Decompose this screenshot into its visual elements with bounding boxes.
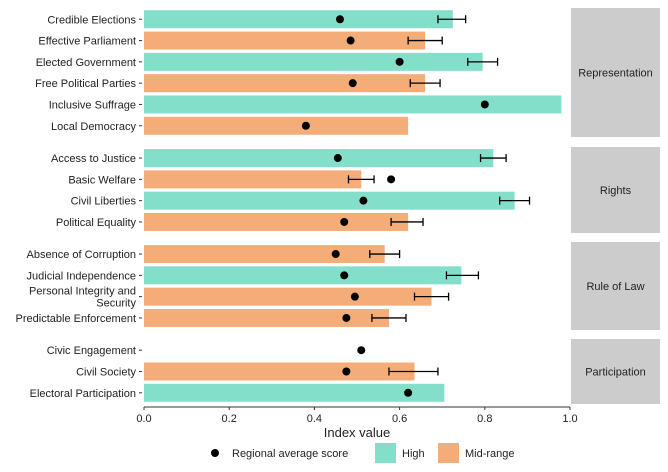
- panel-strip: [571, 147, 660, 233]
- category-label: Civic Engagement: [47, 345, 136, 357]
- regional-average-dot: [357, 346, 366, 355]
- legend-label: Mid-range: [465, 448, 515, 460]
- legend-dot: [211, 449, 219, 457]
- bar: [144, 31, 426, 50]
- bar: [144, 10, 453, 29]
- bar: [144, 308, 389, 327]
- regional-average-dot: [340, 271, 349, 280]
- bar: [144, 245, 385, 264]
- regional-average-dot: [301, 121, 310, 130]
- regional-average-dot: [346, 36, 355, 45]
- legend-label: High: [402, 448, 425, 460]
- category-label: Civil Society: [76, 367, 136, 379]
- regional-average-dot: [333, 154, 342, 163]
- panel-strip: [571, 242, 660, 330]
- category-label: Electoral Participation: [30, 388, 136, 400]
- category-label: Access to Justice: [51, 153, 136, 165]
- bar: [144, 287, 432, 306]
- category-label: Local Democracy: [51, 121, 136, 133]
- regional-average-dot: [350, 292, 359, 301]
- bar: [144, 170, 362, 189]
- regional-average-dot: [359, 196, 368, 205]
- legend-label: Regional average score: [232, 448, 348, 460]
- regional-average-dot: [348, 79, 357, 88]
- regional-average-dot: [395, 57, 404, 66]
- x-tick-label: 0.0: [136, 413, 151, 425]
- x-tick-label: 0.6: [392, 413, 407, 425]
- panel-label: Rights: [600, 185, 632, 197]
- bar: [144, 266, 462, 285]
- x-tick-label: 0.8: [477, 413, 492, 425]
- bar: [144, 52, 483, 71]
- regional-average-dot: [342, 313, 351, 322]
- category-label: Civil Liberties: [71, 196, 137, 208]
- x-tick-label: 1.0: [562, 413, 577, 425]
- category-label: Predictable Enforcement: [16, 313, 136, 325]
- category-label: Credible Elections: [47, 14, 136, 26]
- panel-strip: [571, 339, 660, 404]
- bar: [144, 116, 409, 135]
- panel-label: Participation: [585, 367, 646, 379]
- x-axis-title: Index value: [324, 425, 391, 440]
- legend-swatch-high: [375, 443, 396, 463]
- regional-average-dot: [335, 15, 344, 24]
- category-label: Inclusive Suffrage: [49, 99, 136, 111]
- regional-average-dot: [340, 217, 349, 226]
- x-tick-label: 0.2: [222, 413, 237, 425]
- category-label: Political Equality: [56, 217, 137, 229]
- panel-strip: [571, 8, 660, 137]
- bar: [144, 383, 445, 402]
- regional-average-dot: [404, 388, 413, 397]
- regional-average-dot: [342, 367, 351, 376]
- bar: [144, 362, 415, 381]
- regional-average-dot: [480, 100, 489, 109]
- category-label: Absence of Corruption: [27, 249, 136, 261]
- category-label: Effective Parliament: [38, 36, 136, 48]
- regional-average-dot: [331, 250, 340, 259]
- bar: [144, 191, 515, 210]
- category-label: Elected Government: [36, 57, 136, 69]
- x-tick-label: 0.4: [307, 413, 322, 425]
- category-label: Personal Integrity and Security: [29, 286, 137, 310]
- legend-swatch-mid: [438, 443, 459, 463]
- bar: [144, 95, 562, 114]
- panel-label: Rule of Law: [586, 281, 644, 293]
- category-label: Free Political Parties: [35, 78, 136, 90]
- regional-average-dot: [387, 175, 396, 184]
- bar: [144, 212, 409, 231]
- bar: [144, 74, 426, 93]
- category-label: Judicial Independence: [27, 270, 136, 282]
- bar: [144, 149, 494, 168]
- category-label: Basic Welfare: [68, 174, 136, 186]
- panel-label: Representation: [578, 68, 653, 80]
